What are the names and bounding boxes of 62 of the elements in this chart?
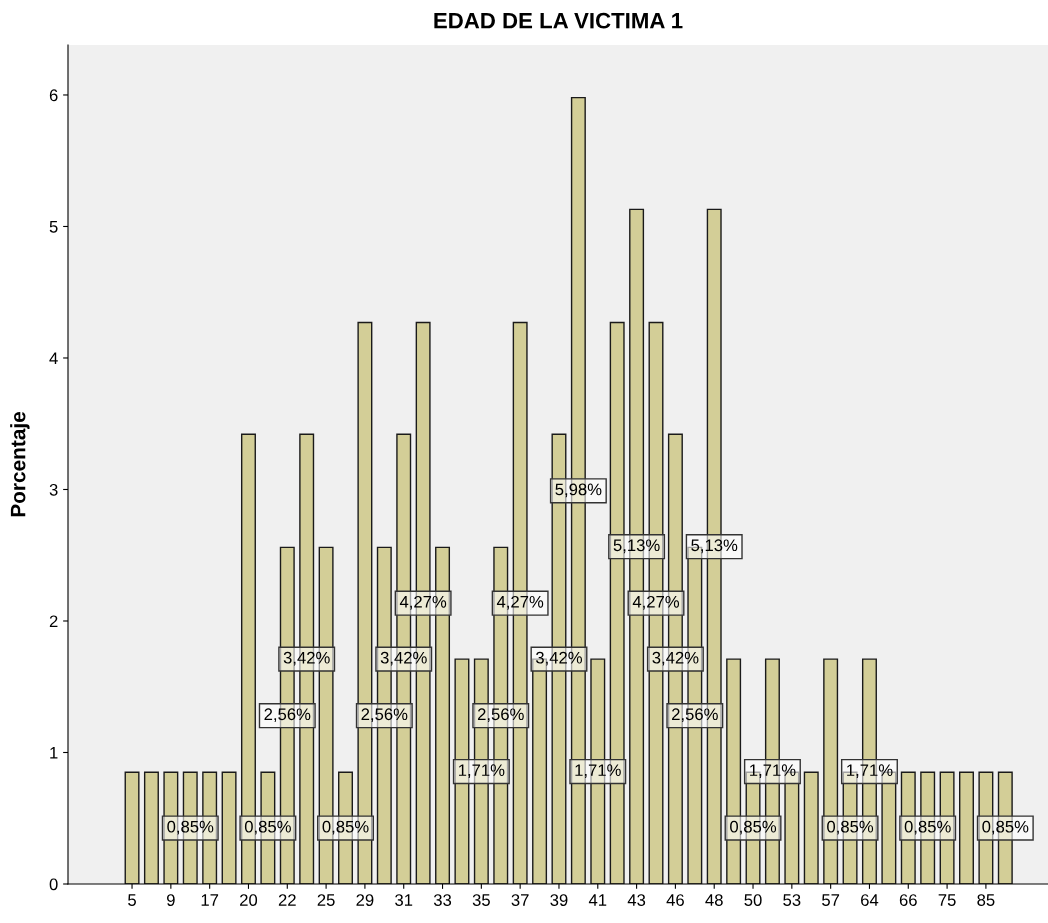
data-label: 1,71% xyxy=(458,764,505,779)
data-label: 2,56% xyxy=(672,708,718,723)
x-tick-label: 53 xyxy=(783,894,801,906)
x-tick-label: 66 xyxy=(899,894,917,906)
x-tick-label: 22 xyxy=(278,894,296,906)
data-label: 2,56% xyxy=(361,708,408,723)
bar xyxy=(803,771,819,884)
data-label: 5,13% xyxy=(613,539,660,554)
x-tick-label: 43 xyxy=(627,894,646,906)
bar xyxy=(959,771,974,884)
data-label: 3,42% xyxy=(283,651,330,666)
y-axis-title: Porcentaje xyxy=(10,411,30,517)
data-label: 0,85% xyxy=(167,820,214,835)
x-tick-label: 64 xyxy=(861,894,879,906)
data-label: 0,85% xyxy=(244,820,291,835)
data-label: 5,13% xyxy=(691,539,738,554)
data-label: 2,56% xyxy=(477,708,524,723)
x-tick-label: 39 xyxy=(550,894,568,906)
x-tick-label: 35 xyxy=(472,894,490,906)
x-tick-label: 75 xyxy=(938,894,956,906)
data-label: 3,42% xyxy=(535,651,583,666)
data-label: 1,71% xyxy=(575,764,621,779)
data-label: 2,56% xyxy=(264,708,311,723)
y-tick-label: 4 xyxy=(49,352,58,365)
bar xyxy=(143,771,159,884)
y-tick-label: 5 xyxy=(49,221,58,233)
x-tick-label: 41 xyxy=(588,894,607,906)
chart-title: EDAD DE LA VICTIMA 1 xyxy=(434,12,683,29)
bar xyxy=(221,771,237,884)
data-label: 0,85% xyxy=(322,820,369,835)
x-tick-label: 85 xyxy=(977,894,995,906)
data-label: 3,42% xyxy=(380,651,427,666)
data-label: 1,71% xyxy=(847,764,893,779)
y-tick-label: 1 xyxy=(50,747,58,759)
x-tick-label: 50 xyxy=(744,894,762,906)
x-tick-label: 9 xyxy=(167,894,175,906)
data-label: 1,71% xyxy=(750,764,796,779)
data-label: 4,27% xyxy=(632,595,680,610)
y-tick-label: 2 xyxy=(49,615,58,628)
x-tick-label: 46 xyxy=(666,894,684,906)
data-label: 5,98% xyxy=(555,483,602,498)
y-tick-label: 0 xyxy=(49,878,58,891)
data-label: 0,85% xyxy=(730,820,777,835)
y-tick-label: 6 xyxy=(49,89,58,102)
data-label: 3,42% xyxy=(652,651,699,666)
x-tick-label: 25 xyxy=(317,894,335,906)
x-tick-label: 20 xyxy=(240,894,258,906)
data-label: 4,27% xyxy=(496,595,544,610)
data-label: 0,85% xyxy=(904,820,951,835)
x-tick-label: 17 xyxy=(201,894,219,906)
x-tick-label: 33 xyxy=(433,894,452,906)
x-tick-label: 37 xyxy=(511,894,529,906)
data-label: 0,85% xyxy=(982,820,1029,835)
data-label: 0,85% xyxy=(827,820,874,835)
data-label: 4,27% xyxy=(399,595,447,610)
x-tick-label: 57 xyxy=(822,894,840,906)
x-tick-label: 31 xyxy=(395,894,413,906)
bar xyxy=(124,771,140,884)
x-tick-label: 29 xyxy=(356,894,374,906)
x-tick-label: 48 xyxy=(705,894,723,906)
y-tick-label: 3 xyxy=(49,483,58,496)
x-tick-label: 5 xyxy=(128,894,136,906)
